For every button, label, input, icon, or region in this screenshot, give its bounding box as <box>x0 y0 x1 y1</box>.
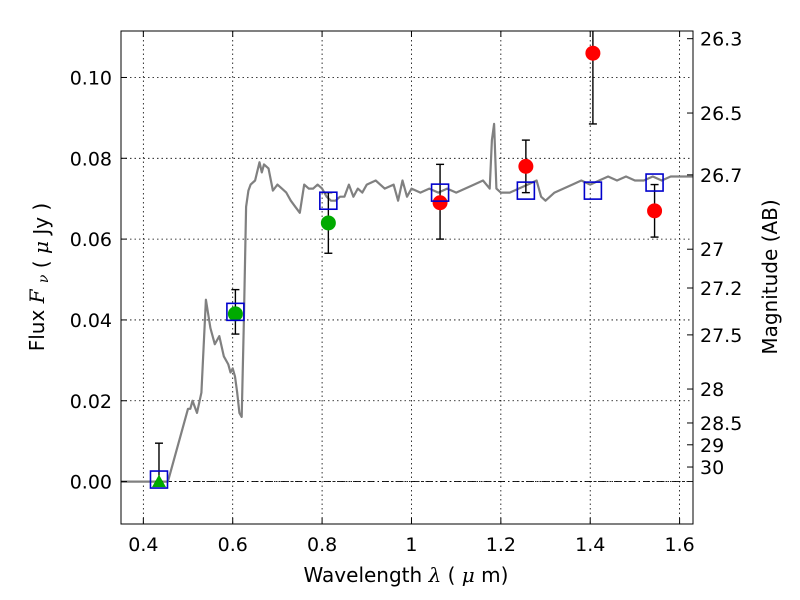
observation-point-6 <box>647 203 663 219</box>
y-tick-label: 0.04 <box>70 310 112 332</box>
y-tick-label: 0.06 <box>70 229 112 251</box>
y-tick-layer: 0.00 0.02 0.04 0.06 0.08 0.10 <box>70 67 127 494</box>
observation-layer <box>151 45 663 488</box>
model-flux-box-5 <box>583 181 603 200</box>
right-tick-label: 28 <box>700 379 724 401</box>
x-axis-unit-rest: m) <box>481 563 508 587</box>
x-tick-label: 0.4 <box>128 534 158 556</box>
model-sed-layer <box>121 122 693 483</box>
y-tick-label: 0.08 <box>70 148 112 170</box>
y-tick-label: 0.00 <box>70 472 112 494</box>
y-tick-label: 0.02 <box>70 391 112 413</box>
x-tick-label: 0.8 <box>307 534 337 556</box>
model-flux-box-0 <box>149 470 169 489</box>
right-tick-label: 26.7 <box>700 165 742 187</box>
grid-layer <box>121 31 693 524</box>
y-axis-label-symbol: F <box>25 288 49 304</box>
y-axis-label-text: Flux <box>25 310 49 352</box>
observation-point-0 <box>151 474 166 488</box>
right-tick-label: 27.5 <box>700 325 742 347</box>
model-flux-box-4 <box>516 181 536 200</box>
right-tick-label: 26.5 <box>700 103 742 125</box>
y-axis-unit-rest: Jy ) <box>29 203 53 237</box>
observation-point-1 <box>227 306 243 322</box>
y-axis-unit-open: ( <box>29 260 53 268</box>
x-tick-label: 0.6 <box>218 534 248 556</box>
right-tick-label: 27 <box>700 239 724 261</box>
right-tick-label: 28.5 <box>700 413 742 435</box>
x-tick-label: 1.4 <box>575 534 605 556</box>
right-tick-label: 30 <box>700 457 724 479</box>
x-tick-label: 1.6 <box>664 534 694 556</box>
model-flux-layer <box>149 173 664 489</box>
right-tick-label: 26.3 <box>700 29 742 51</box>
model-sed-line <box>121 122 693 483</box>
x-axis-label-text: Wavelength <box>304 563 423 587</box>
observation-point-5 <box>585 45 601 61</box>
x-tick-layer: 0.4 0.6 0.8 1 1.2 1.4 1.6 <box>128 31 695 556</box>
x-tick-label: 1 <box>405 534 417 556</box>
right-tick-label: 29 <box>700 435 724 457</box>
model-flux-box-1 <box>226 302 245 322</box>
plot-frame <box>120 30 694 525</box>
observation-point-4 <box>518 158 534 174</box>
x-axis-label: Wavelength λ ( μ m) <box>304 563 509 587</box>
x-tick-label: 1.2 <box>486 534 516 556</box>
observation-point-3 <box>432 195 448 211</box>
model-flux-box-6 <box>645 173 664 192</box>
model-flux-box-3 <box>430 183 450 202</box>
y-tick-label: 0.10 <box>70 67 112 89</box>
right-axis-label: Magnitude (AB) <box>758 199 782 354</box>
x-axis-unit-mu: μ <box>462 563 475 587</box>
errorbar-layer <box>154 31 659 483</box>
x-axis-unit-open: ( <box>448 563 456 587</box>
y-axis-unit-mu: μ <box>29 241 53 254</box>
observation-point-2 <box>320 215 336 231</box>
x-axis-label-symbol: λ <box>428 563 442 587</box>
y-axis-label: Flux F ν ( μ Jy ) <box>25 203 53 352</box>
y-axis-label-subscript: ν <box>36 274 52 283</box>
model-flux-box-2 <box>319 191 338 211</box>
right-tick-label: 27.2 <box>700 278 742 300</box>
